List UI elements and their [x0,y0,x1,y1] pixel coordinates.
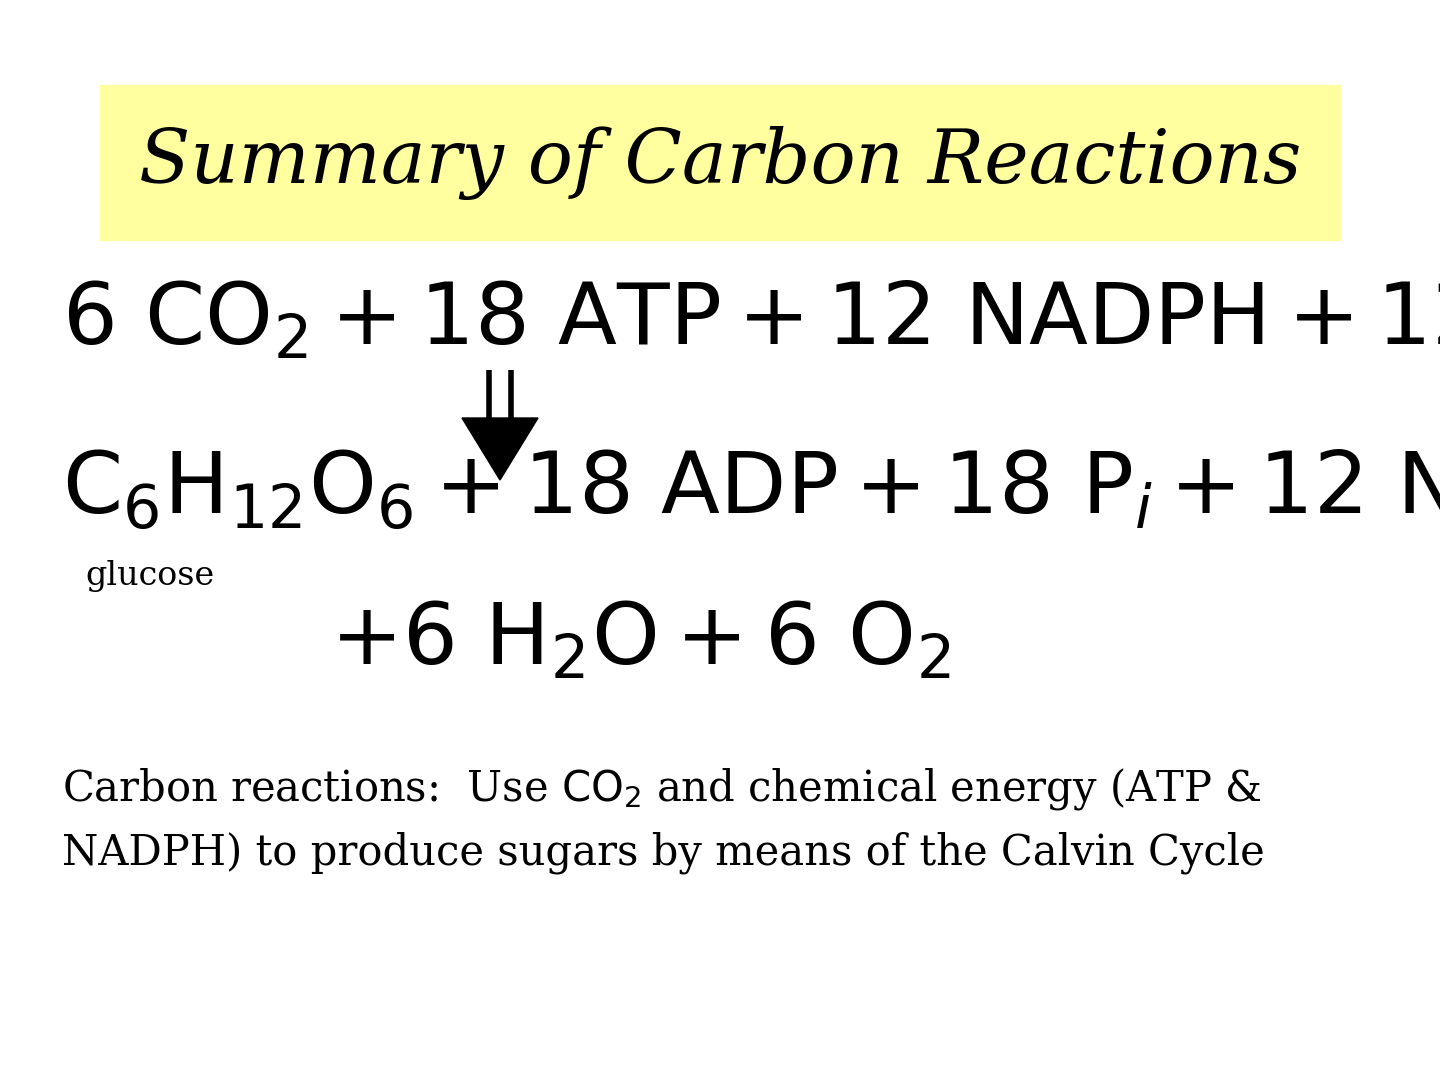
Text: $6\ \mathrm{CO}_2 + 18\ \mathrm{ATP} + 12\ \mathrm{NADPH} + 12\ \mathrm{H}_2\mat: $6\ \mathrm{CO}_2 + 18\ \mathrm{ATP} + 1… [62,280,1440,363]
Text: glucose: glucose [85,561,215,592]
Text: Carbon reactions:  Use $\mathrm{CO}_2$ and chemical energy (ATP &: Carbon reactions: Use $\mathrm{CO}_2$ an… [62,766,1261,811]
Bar [99,85,1341,240]
Polygon shape [462,418,539,480]
Text: Summary of Carbon Reactions: Summary of Carbon Reactions [138,125,1302,200]
Text: NADPH) to produce sugars by means of the Calvin Cycle: NADPH) to produce sugars by means of the… [62,832,1264,875]
Text: $\mathrm{C}_6\mathrm{H}_{12}\mathrm{O}_6 + 18\ \mathrm{ADP} + 18\ \mathrm{P}_i +: $\mathrm{C}_6\mathrm{H}_{12}\mathrm{O}_6… [62,443,1440,534]
Text: $+ 6\ \mathrm{H}_2\mathrm{O} + 6\ \mathrm{O}_2$: $+ 6\ \mathrm{H}_2\mathrm{O} + 6\ \mathr… [330,599,950,683]
